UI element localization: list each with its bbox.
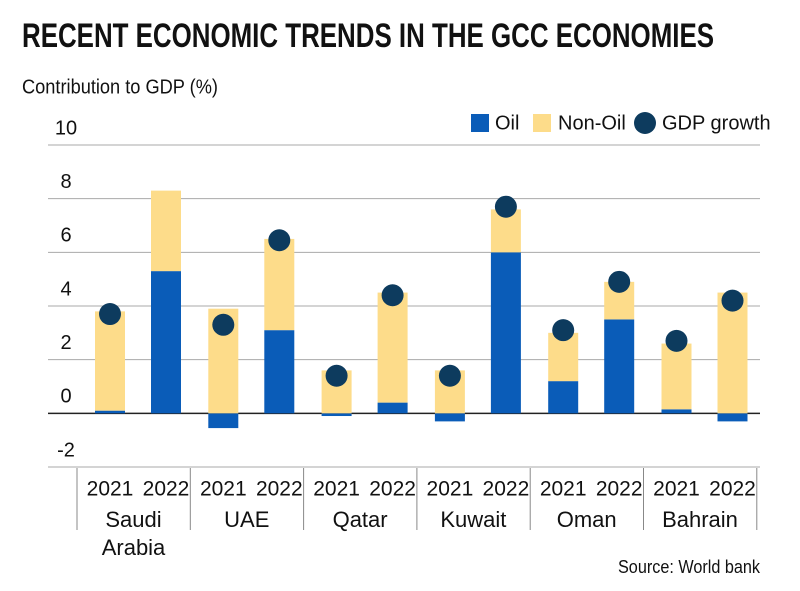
y-tick-label: 2: [60, 332, 71, 354]
group-label: UAE: [224, 507, 270, 532]
y-tick-label: 4: [60, 278, 71, 300]
source: Source: World bank: [618, 557, 761, 577]
gdp-dot: [721, 289, 744, 312]
y-tick-label: 10: [55, 117, 77, 139]
y-tick-label: 8: [60, 171, 71, 193]
bar: [434, 413, 465, 422]
bar: [604, 319, 635, 414]
bar: [377, 292, 408, 403]
legend-label: GDP growth: [662, 112, 771, 134]
group-label: Kuwait: [440, 507, 507, 532]
bar: [95, 311, 125, 411]
x-tick-label: 2022: [596, 478, 643, 501]
legend-marker: [471, 114, 489, 132]
x-tick-label: 2022: [369, 478, 416, 501]
legend-label: Oil: [495, 112, 519, 134]
group-label: Qatar: [332, 507, 388, 532]
x-tick-label: 2021: [87, 478, 134, 501]
gdp-dot: [608, 270, 631, 293]
bar: [717, 413, 748, 422]
x-tick-label: 2021: [653, 478, 700, 501]
x-tick-label: 2022: [483, 478, 530, 501]
bar: [717, 292, 748, 414]
chart-title: RECENT ECONOMIC TRENDS IN THE GCC ECONOM…: [22, 17, 714, 55]
gdp-dot: [494, 195, 517, 218]
x-tick-label: 2021: [200, 478, 247, 501]
x-tick-label: 2021: [313, 478, 360, 501]
bar: [208, 413, 239, 429]
legend-marker: [533, 114, 551, 132]
bar: [548, 381, 579, 414]
gdp-dot: [99, 303, 121, 326]
group-label: Oman: [556, 507, 617, 532]
bar: [264, 238, 295, 331]
bar: [95, 410, 125, 414]
y-tick-label: 0: [60, 386, 71, 408]
group-label: Bahrain: [662, 507, 738, 532]
bar: [661, 343, 692, 410]
bar: [321, 413, 352, 417]
gdp-dot: [325, 364, 348, 387]
x-tick-label: 2022: [709, 478, 756, 501]
gdp-dot: [381, 284, 404, 307]
bar: [151, 271, 181, 414]
bar: [661, 409, 692, 414]
group-label: Saudi Arabia: [101, 507, 166, 560]
x-tick-label: 2021: [540, 478, 587, 501]
bar: [490, 252, 521, 414]
y-axis-label: Contribution to GDP (%): [22, 76, 218, 98]
gdp-dot: [552, 319, 575, 342]
gdp-dot: [268, 229, 291, 252]
gdp-dot: [438, 364, 461, 387]
x-tick-label: 2022: [256, 478, 303, 501]
gdp-dot: [665, 329, 688, 352]
bar: [377, 402, 408, 414]
y-tick-label: -2: [57, 439, 75, 461]
bar: [264, 330, 295, 414]
legend-marker: [634, 112, 656, 134]
legend-label: Non-Oil: [558, 112, 626, 134]
y-tick-label: 6: [60, 225, 71, 247]
x-tick-label: 2022: [143, 478, 190, 501]
x-tick-label: 2021: [427, 478, 474, 501]
bar: [151, 190, 181, 272]
gdp-dot: [212, 313, 235, 336]
